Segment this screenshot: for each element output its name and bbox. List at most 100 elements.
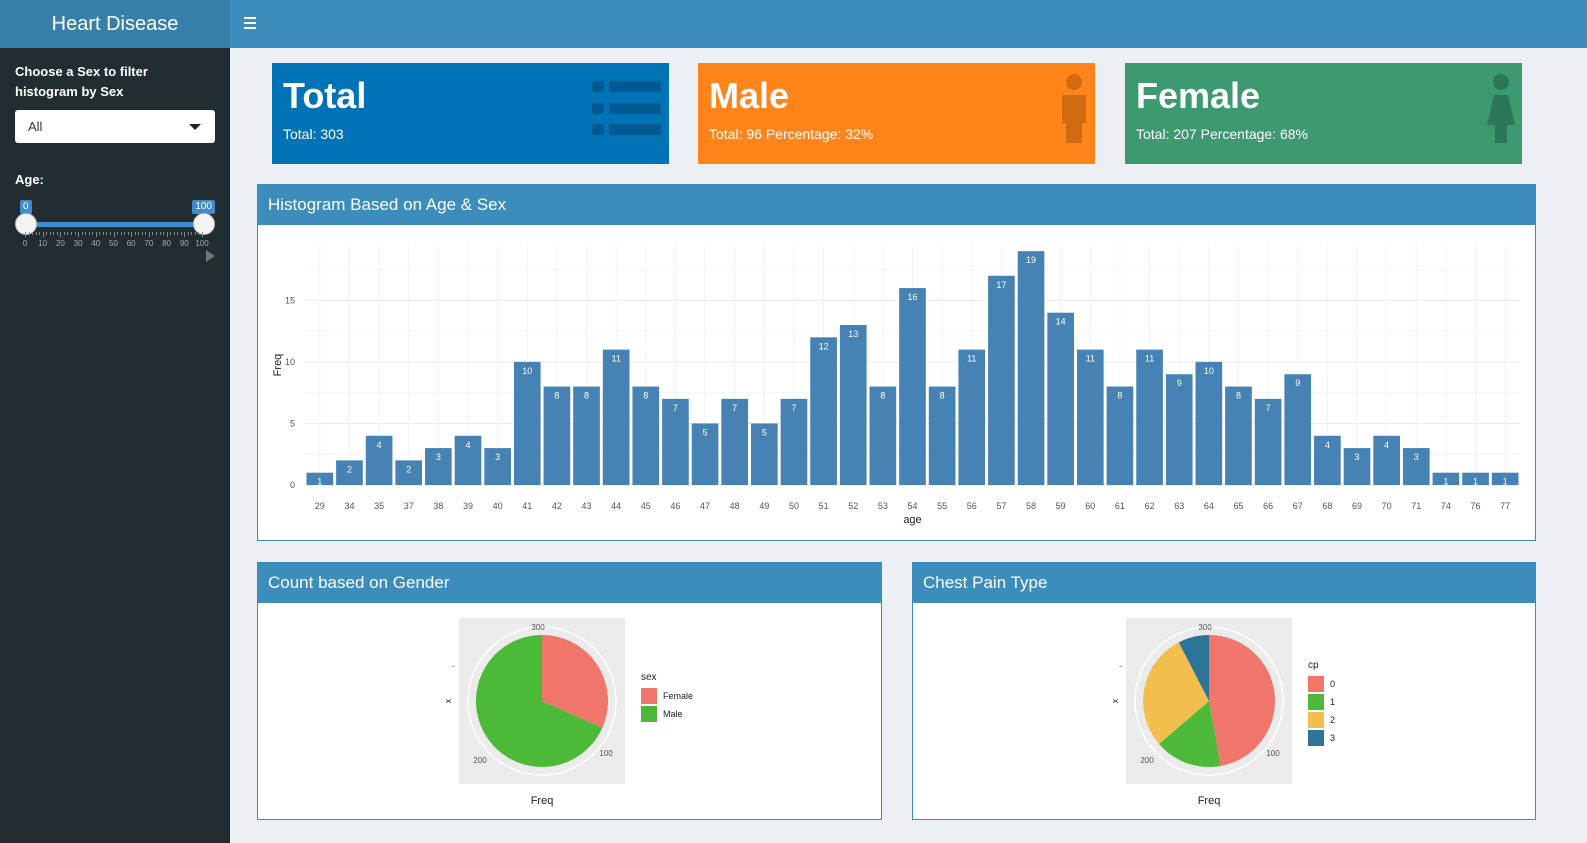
- slider-tick-label: 60: [126, 239, 136, 248]
- x-tick-label: 59: [1056, 501, 1066, 511]
- slider-tick: [124, 232, 126, 235]
- legend-swatch: [641, 688, 657, 704]
- male-subtitle: Total: 96 Percentage: 32%: [709, 126, 874, 142]
- slider-tick: [166, 232, 168, 237]
- slider-tick: [28, 232, 30, 235]
- gender-title: Count based on Gender: [258, 563, 881, 603]
- bar-value-label: 3: [1414, 452, 1419, 462]
- bar-value-label: 5: [703, 427, 708, 437]
- x-tick-label: 71: [1411, 501, 1421, 511]
- chestpain-body: 300 100 200 Freq x - cp 0 1 2 3: [913, 603, 1535, 824]
- legend-swatch: [641, 706, 657, 722]
- top-navbar: [230, 0, 1587, 48]
- x-tick-label: 60: [1085, 501, 1095, 511]
- histogram-bar: [1373, 435, 1400, 485]
- slider-tick: [202, 232, 203, 237]
- menu-toggle-icon[interactable]: [244, 17, 256, 29]
- x-tick-label: 53: [878, 501, 888, 511]
- bar-value-label: 14: [1056, 317, 1066, 327]
- slider-tick: [131, 232, 133, 237]
- bar-value-label: 1: [1503, 477, 1508, 487]
- x-tick-label: 67: [1293, 501, 1303, 511]
- total-title: Total: [283, 75, 367, 116]
- x-tick-label: 65: [1233, 501, 1243, 511]
- slider-min-handle[interactable]: [15, 213, 37, 235]
- sex-filter-select[interactable]: All: [15, 110, 215, 143]
- age-range-slider[interactable]: 0 100 0 10 20 30 40 50 60 70 80 90 100: [15, 182, 215, 262]
- slider-tick: [99, 232, 101, 235]
- histogram-bar: [365, 435, 393, 485]
- histogram-bar: [573, 386, 600, 485]
- histogram-bar: [336, 460, 363, 485]
- slider-ticks: 0 10 20 30 40 50 60 70 80 90 100: [22, 232, 209, 252]
- bar-value-label: 2: [347, 464, 352, 474]
- slider-tick-label: 0: [22, 239, 28, 248]
- pie-slice-male: [476, 635, 603, 767]
- slider-tick: [180, 232, 182, 235]
- slider-tick-label: 30: [73, 239, 83, 248]
- slider-tick: [39, 232, 41, 235]
- gender-pie-chart: 300 100 200 Freq x - sex Female Male: [443, 618, 693, 807]
- slider-tick: [113, 232, 115, 237]
- bar-value-label: 7: [673, 403, 678, 413]
- legend-label: 1: [1330, 697, 1335, 707]
- bar-value-label: 3: [495, 452, 500, 462]
- slider-tick: [155, 232, 157, 235]
- slider-track[interactable]: [25, 222, 205, 227]
- bar-value-label: 11: [1145, 354, 1154, 364]
- total-value-box: Total Total: 303: [272, 63, 669, 164]
- slider-tick-label: 90: [179, 239, 189, 248]
- bar-value-label: 8: [880, 391, 885, 401]
- bar-value-label: 1: [317, 477, 322, 487]
- histogram-bar: [513, 361, 541, 485]
- slider-tick: [191, 232, 193, 235]
- x-tick-label: 77: [1500, 501, 1510, 511]
- x-axis-label: Freq: [1198, 795, 1221, 807]
- x-tick-label: 42: [552, 501, 562, 511]
- female-subtitle: Total: 207 Percentage: 68%: [1136, 126, 1309, 142]
- x-tick-label: 29: [315, 501, 325, 511]
- bar-value-label: 1: [1443, 477, 1448, 487]
- legend-title: sex: [641, 672, 657, 683]
- slider-tick: [198, 232, 200, 235]
- slider-tick: [170, 232, 172, 235]
- bar-value-label: 17: [996, 280, 1006, 290]
- chestpain-title: Chest Pain Type: [913, 563, 1535, 603]
- histogram-bar: [1314, 435, 1341, 485]
- slider-tick: [187, 232, 189, 235]
- histogram-bar: [395, 460, 423, 485]
- x-tick-label: 76: [1471, 501, 1481, 511]
- slider-tick: [177, 232, 179, 235]
- slider-tick: [194, 232, 196, 235]
- slider-tick: [92, 232, 94, 235]
- sidebar: Choose a Sex to filter histogram by Sex …: [0, 48, 230, 843]
- slider-tick: [148, 232, 150, 237]
- bar-value-label: 9: [1177, 378, 1182, 388]
- histogram-bar: [1017, 251, 1045, 485]
- bar-value-label: 7: [732, 403, 737, 413]
- bar-value-label: 4: [1384, 440, 1389, 450]
- x-tick-label: 37: [404, 501, 414, 511]
- slider-tick: [145, 232, 147, 235]
- slider-tick: [63, 232, 65, 235]
- play-icon[interactable]: [206, 250, 215, 262]
- grid-circle: [1134, 626, 1284, 776]
- slider-max-handle[interactable]: [193, 213, 215, 235]
- legend-label: 2: [1330, 715, 1335, 725]
- radial-tick-label: 100: [1266, 749, 1280, 758]
- list-icon: [592, 81, 661, 135]
- histogram-bar: [425, 448, 452, 485]
- histogram-box: Histogram Based on Age & Sex 0 5 10 15 1 29 2 3…: [257, 184, 1536, 541]
- slider-tick: [53, 232, 55, 235]
- app-logo[interactable]: Heart Disease: [0, 0, 230, 48]
- x-tick-label: 62: [1145, 501, 1155, 511]
- slider-tick: [138, 232, 140, 235]
- histogram-bar: [721, 398, 749, 485]
- bar-value-label: 3: [1355, 452, 1360, 462]
- x-tick-label: 49: [759, 501, 769, 511]
- y-tick-label: 0: [290, 480, 295, 490]
- y-tick-label: -: [452, 661, 455, 671]
- histogram-bar: [306, 472, 334, 485]
- histogram-bar: [1284, 374, 1312, 485]
- histogram-bar: [958, 349, 986, 485]
